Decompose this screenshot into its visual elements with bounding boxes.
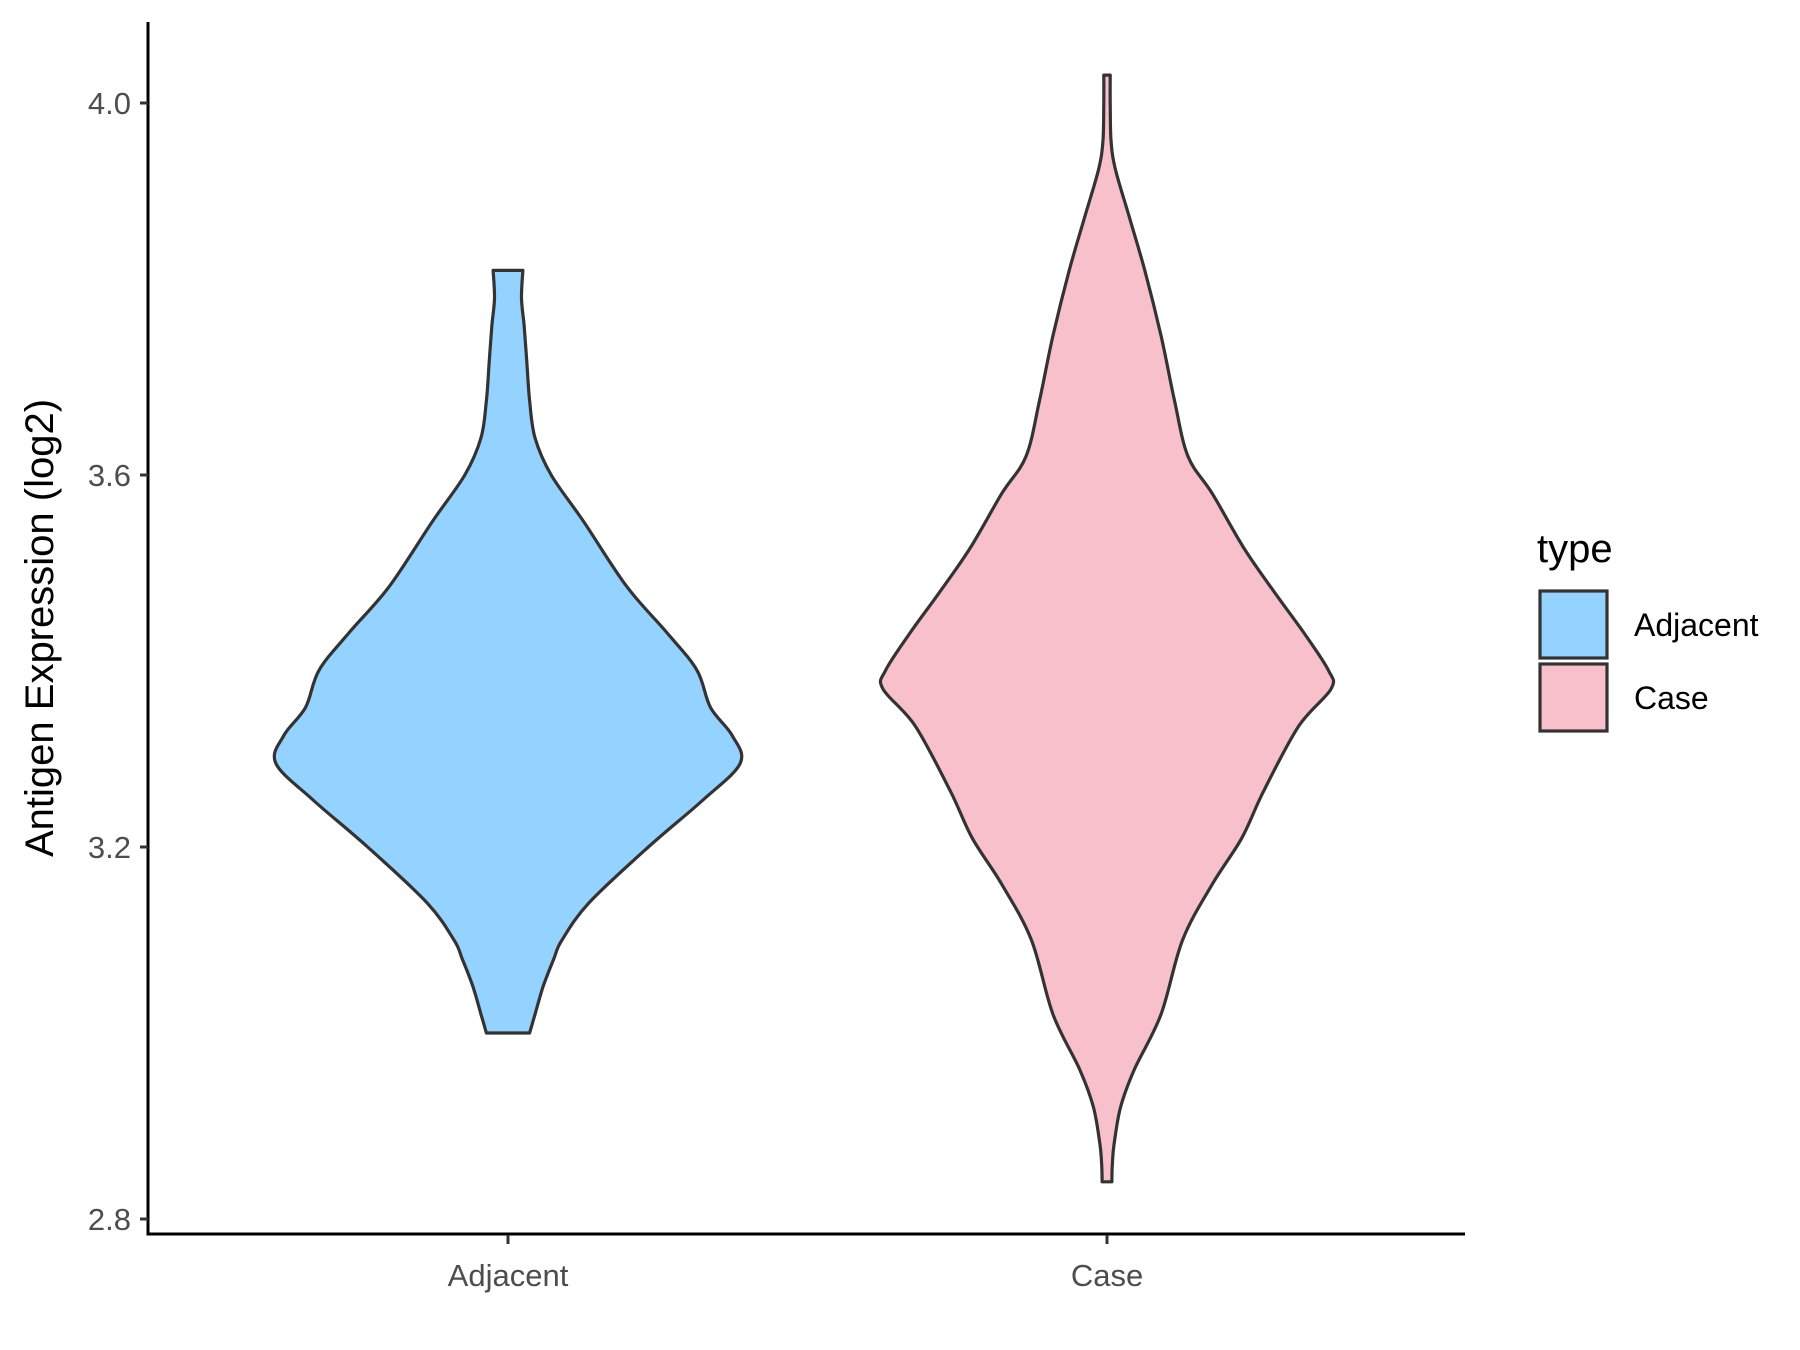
legend-label-case: Case (1634, 680, 1709, 716)
y-tick-label: 2.8 (88, 1202, 131, 1237)
y-axis-ticks: 2.8 3.2 3.6 4.0 (88, 86, 148, 1237)
y-tick-label: 4.0 (88, 86, 131, 121)
legend-key-adjacent (1538, 589, 1609, 660)
y-axis-title: Antigen Expression (log2) (18, 399, 62, 857)
y-tick-label: 3.6 (88, 458, 131, 493)
violin-case (878, 73, 1336, 1184)
x-tick-label: Case (1071, 1258, 1143, 1293)
violin-adjacent (272, 268, 744, 1035)
legend-key-case (1538, 662, 1609, 733)
legend-label-adjacent: Adjacent (1634, 607, 1759, 643)
x-axis-ticks: Adjacent Case (448, 1235, 1143, 1293)
y-tick-label: 3.2 (88, 830, 131, 865)
x-tick-label: Adjacent (448, 1258, 569, 1293)
legend-title: type (1537, 527, 1613, 571)
violin-layer (272, 73, 1336, 1184)
legend: type Adjacent Case (1537, 527, 1759, 733)
